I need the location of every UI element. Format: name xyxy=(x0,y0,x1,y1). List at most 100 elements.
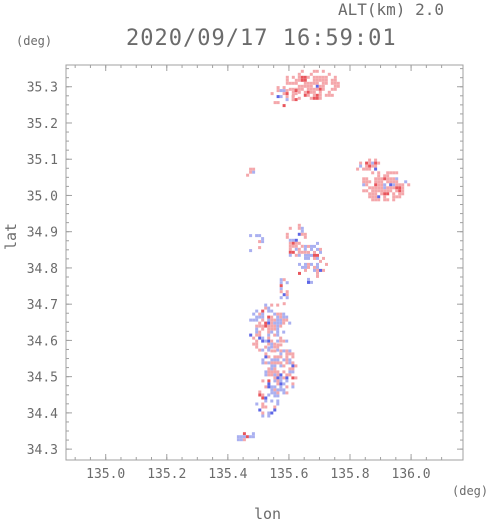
echo-cell xyxy=(298,271,301,275)
echo-cell xyxy=(313,265,316,269)
echo-cell xyxy=(297,75,301,79)
echo-cell xyxy=(267,370,271,374)
echo-cell xyxy=(270,373,274,377)
echo-cell xyxy=(267,355,271,359)
echo-cell xyxy=(267,411,271,415)
axis-tick-labels: 135.0 135.2 135.4 135.6 135.8 136.0 34.3 34.4 34… xyxy=(27,81,431,482)
echo-cell xyxy=(324,75,328,79)
echo-cell xyxy=(279,281,283,285)
echo-cell xyxy=(386,171,390,175)
echo-cell xyxy=(273,370,277,374)
echo-cell xyxy=(318,87,322,91)
echo-cell xyxy=(333,84,337,88)
echo-cell xyxy=(288,373,292,377)
echo-cell xyxy=(374,180,378,184)
echo-cell xyxy=(270,342,274,346)
echo-cell xyxy=(316,247,319,251)
echo-cell xyxy=(261,411,265,415)
echo-cell xyxy=(255,339,259,343)
lat-tick-label: 35.0 xyxy=(27,189,58,204)
lon-tick-label: 135.2 xyxy=(147,467,186,482)
echo-cell xyxy=(264,303,268,307)
echo-cell xyxy=(267,321,271,325)
echo-cell xyxy=(276,101,280,105)
echo-cell xyxy=(273,321,277,325)
echo-cell xyxy=(377,186,381,190)
echo-cell xyxy=(261,358,265,362)
echo-cell xyxy=(371,186,375,190)
echo-cell xyxy=(255,318,259,322)
echo-cell xyxy=(282,330,286,334)
echo-cell xyxy=(377,189,381,193)
lat-tick-label: 34.6 xyxy=(27,334,58,349)
echo-cell xyxy=(303,93,307,97)
echo-cell xyxy=(258,240,262,244)
echo-cell xyxy=(252,167,256,171)
echo-cell xyxy=(318,90,322,94)
echo-cell xyxy=(261,327,265,331)
echo-cell xyxy=(316,265,319,269)
echo-cell xyxy=(371,195,375,199)
echo-cell xyxy=(306,75,310,79)
echo-cell xyxy=(255,333,259,337)
echo-cell xyxy=(300,78,304,82)
echo-cell xyxy=(380,192,384,196)
echo-cell xyxy=(273,349,277,353)
echo-cell xyxy=(307,262,310,266)
echo-cell xyxy=(300,244,304,248)
echo-cell xyxy=(294,89,298,93)
echo-cell xyxy=(285,281,289,285)
echo-cell xyxy=(362,189,366,193)
echo-cell xyxy=(279,296,283,300)
echo-cell xyxy=(398,189,402,193)
echo-cell xyxy=(267,385,271,389)
echo-cell xyxy=(288,226,292,230)
echo-cell xyxy=(315,93,319,97)
echo-cell xyxy=(267,324,271,328)
echo-cell xyxy=(294,247,298,251)
echo-cell xyxy=(383,174,387,178)
echo-cell xyxy=(377,180,381,184)
echo-cell xyxy=(374,192,378,196)
echo-cell xyxy=(316,274,319,278)
echo-cell xyxy=(315,81,319,85)
echo-cell xyxy=(300,250,304,254)
echo-cell xyxy=(386,180,390,184)
echo-cell xyxy=(333,81,337,85)
echo-cell xyxy=(310,244,313,248)
echo-cell xyxy=(267,306,271,310)
echo-cell xyxy=(249,333,253,337)
echo-cell xyxy=(276,345,280,349)
echo-cell xyxy=(246,173,250,177)
echo-cell xyxy=(288,241,292,245)
echo-cell xyxy=(282,376,286,380)
echo-cell xyxy=(239,438,243,442)
echo-cell xyxy=(374,186,378,190)
echo-cell xyxy=(288,352,292,356)
echo-cell xyxy=(303,90,307,94)
echo-cell xyxy=(252,336,256,340)
echo-cell xyxy=(371,161,375,165)
echo-cell xyxy=(264,306,268,310)
echo-cell xyxy=(291,367,295,371)
echo-cell xyxy=(374,195,378,199)
echo-cell xyxy=(276,402,280,406)
echo-cell xyxy=(285,315,289,319)
echo-cell xyxy=(255,345,259,349)
echo-cell xyxy=(297,78,301,82)
echo-cell xyxy=(380,177,384,181)
echo-cell xyxy=(297,250,301,254)
echo-cell xyxy=(258,312,262,316)
echo-cell xyxy=(273,364,277,368)
echo-cell xyxy=(288,244,292,248)
echo-cell xyxy=(392,192,396,196)
echo-cell xyxy=(395,177,399,181)
echo-cell xyxy=(285,349,289,353)
echo-cell xyxy=(389,189,393,193)
echo-cell xyxy=(316,253,319,257)
echo-cell xyxy=(285,235,289,239)
echo-cell xyxy=(279,379,283,383)
echo-cell xyxy=(279,364,283,368)
lat-tick-label: 34.9 xyxy=(27,226,58,241)
echo-cell xyxy=(276,391,280,395)
